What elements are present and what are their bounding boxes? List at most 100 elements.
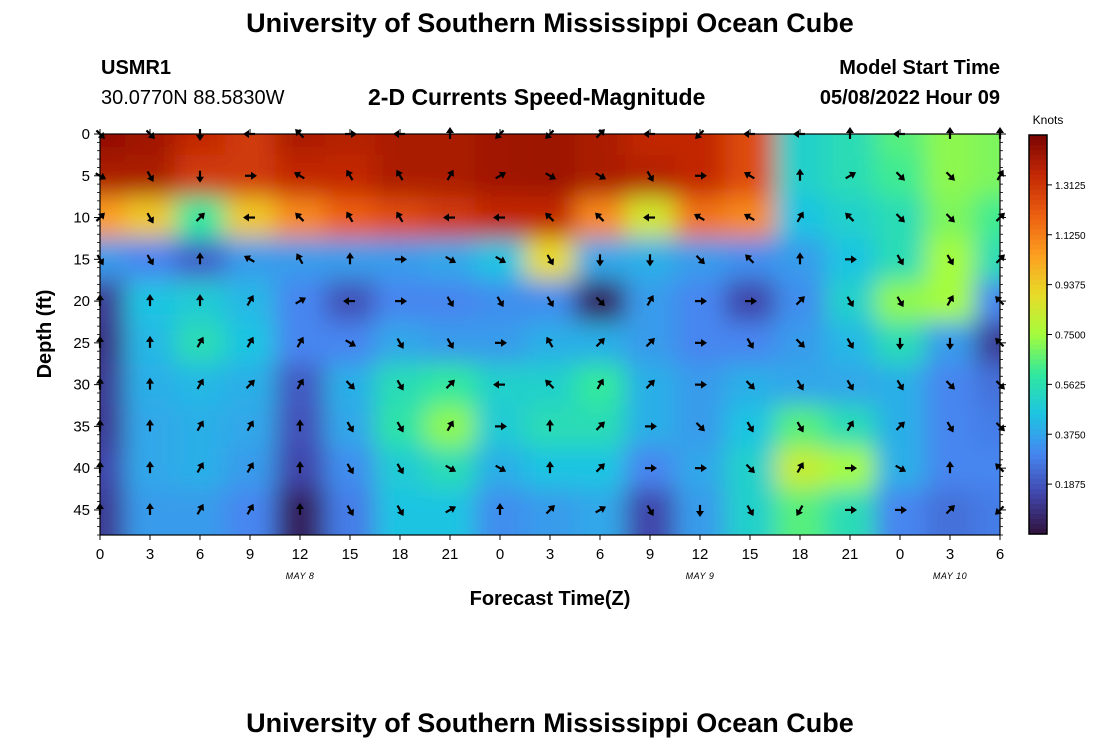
arrow-head bbox=[296, 419, 304, 426]
x-tick-label: 0 bbox=[96, 546, 104, 563]
arrow-head bbox=[496, 502, 504, 509]
arrow-head bbox=[897, 299, 904, 308]
x-tick-label: 18 bbox=[392, 546, 409, 563]
arrow-head bbox=[947, 382, 955, 390]
heatmap-cell bbox=[975, 321, 1000, 365]
colorbar-segment bbox=[1029, 299, 1047, 306]
current-arrow bbox=[946, 337, 954, 350]
heatmap-cell bbox=[325, 134, 376, 156]
current-arrow bbox=[546, 336, 554, 348]
x-tick-label: 3 bbox=[146, 546, 154, 563]
arrow-head bbox=[947, 173, 955, 181]
heatmap-cell bbox=[100, 321, 126, 365]
arrow-head bbox=[146, 377, 154, 384]
arrow-head bbox=[347, 382, 355, 390]
arrow-head bbox=[146, 419, 154, 426]
current-arrow bbox=[246, 420, 254, 432]
arrow-head bbox=[597, 421, 605, 429]
colorbar-segment bbox=[1029, 174, 1047, 181]
current-arrow bbox=[346, 421, 354, 433]
heatmap-cell bbox=[775, 134, 826, 156]
current-arrow bbox=[495, 464, 507, 473]
current-arrow bbox=[946, 254, 954, 266]
heatmap-cell bbox=[675, 134, 726, 156]
current-arrow bbox=[746, 505, 754, 516]
current-arrow bbox=[743, 213, 755, 221]
chart-subtitle: 2-D Currents Speed-Magnitude bbox=[368, 84, 706, 110]
arrow-head bbox=[298, 297, 307, 305]
arrow-head bbox=[397, 341, 404, 349]
arrow-head bbox=[448, 465, 457, 473]
colorbar-segment bbox=[1029, 209, 1047, 216]
current-arrow bbox=[196, 503, 204, 515]
arrow-head bbox=[797, 340, 805, 348]
arrow-head bbox=[501, 422, 507, 431]
current-arrow bbox=[545, 504, 555, 515]
current-arrow bbox=[595, 505, 607, 514]
x-tick-label: 6 bbox=[596, 546, 604, 563]
colorbar-segment bbox=[1029, 135, 1047, 141]
arrow-head bbox=[596, 260, 604, 267]
x-tick-label: 0 bbox=[496, 546, 504, 563]
heatmap-cell bbox=[975, 154, 1000, 198]
arrow-head bbox=[397, 467, 404, 475]
current-arrow bbox=[545, 212, 555, 222]
arrow-head bbox=[647, 295, 654, 303]
heatmap-cell bbox=[875, 489, 926, 535]
x-tick-label: 6 bbox=[996, 546, 1004, 563]
colorbar-tick-label: 1.3125 bbox=[1055, 181, 1086, 192]
heatmap-cell bbox=[100, 134, 126, 156]
current-arrow bbox=[646, 295, 654, 306]
heatmap-cell bbox=[925, 134, 976, 156]
current-arrow bbox=[196, 294, 204, 307]
arrow-head bbox=[251, 171, 257, 180]
current-arrow bbox=[546, 254, 554, 266]
current-arrow bbox=[845, 505, 857, 514]
arrow-head bbox=[796, 252, 804, 259]
colorbar-segment bbox=[1029, 359, 1047, 366]
colorbar-segment bbox=[1029, 219, 1047, 226]
arrow-head bbox=[797, 211, 804, 219]
arrow-head bbox=[548, 172, 557, 180]
current-arrow bbox=[896, 337, 904, 350]
current-arrow bbox=[245, 171, 257, 180]
heatmap-cell bbox=[100, 405, 126, 448]
current-arrow bbox=[945, 380, 955, 390]
y-tick-label: 40 bbox=[73, 460, 90, 477]
current-arrow bbox=[693, 213, 705, 221]
current-arrow bbox=[696, 504, 704, 517]
colorbar-segment bbox=[1029, 259, 1047, 266]
colorbar-segment bbox=[1029, 529, 1047, 535]
arrow-head bbox=[397, 425, 404, 433]
colorbar-segment bbox=[1029, 214, 1047, 221]
colorbar-segment bbox=[1029, 199, 1047, 206]
heatmap-cell bbox=[375, 134, 426, 156]
date-label: MAY 9 bbox=[686, 571, 715, 581]
arrow-head bbox=[946, 461, 954, 468]
arrow-head bbox=[797, 462, 804, 470]
arrow-head bbox=[947, 504, 955, 513]
arrow-head bbox=[947, 295, 954, 303]
colorbar-segment bbox=[1029, 394, 1047, 400]
x-tick-label: 9 bbox=[246, 546, 254, 563]
arrow-head bbox=[397, 508, 404, 516]
arrow-head bbox=[701, 380, 707, 389]
colorbar-segment bbox=[1029, 484, 1047, 490]
x-axis: 0 3 6 9 12 15 18 21 0 3 6 9 12 15 18 21 0 3 6 MAY 8 MAY 9 MAY… bbox=[96, 129, 1004, 581]
current-arrow bbox=[396, 505, 404, 516]
colorbar-segment bbox=[1029, 224, 1047, 231]
page-title: University of Southern Mississippi Ocean… bbox=[246, 8, 854, 38]
arrow-head bbox=[401, 255, 407, 264]
colorbar-segment bbox=[1029, 449, 1047, 455]
current-arrow bbox=[595, 296, 605, 307]
colorbar-segment bbox=[1029, 504, 1047, 510]
arrow-head bbox=[898, 465, 907, 473]
current-vectors bbox=[95, 127, 1005, 517]
current-arrow bbox=[845, 212, 855, 222]
arrow-head bbox=[597, 463, 605, 471]
colorbar-segment bbox=[1029, 384, 1047, 390]
arrow-head bbox=[146, 502, 154, 509]
colorbar-segment bbox=[1029, 379, 1047, 385]
current-arrow bbox=[796, 168, 804, 181]
current-arrow bbox=[146, 294, 154, 307]
